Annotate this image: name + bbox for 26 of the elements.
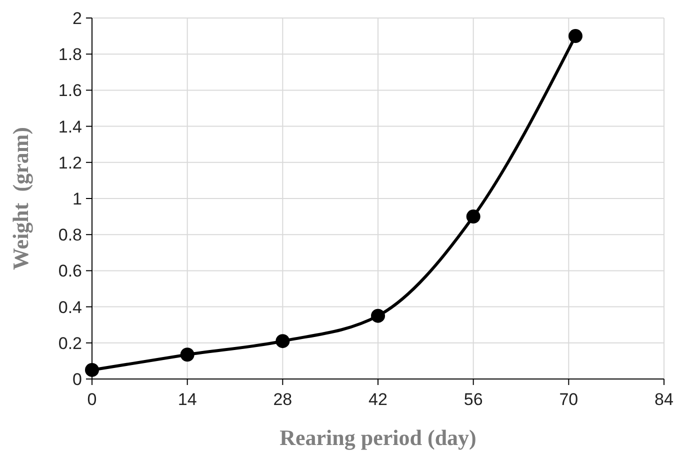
x-tick-label: 70 — [559, 390, 578, 409]
y-axis-title: Weight (gram) — [8, 127, 33, 270]
y-tick-label: 1.6 — [58, 81, 82, 100]
y-tick-label: 1.4 — [58, 117, 82, 136]
x-tick-label: 28 — [273, 390, 292, 409]
y-tick-label: 1.8 — [58, 45, 82, 64]
y-tick-label: 0.6 — [58, 262, 82, 281]
y-tick-label: 1 — [72, 189, 82, 208]
point — [466, 210, 480, 224]
x-tick-label: 42 — [368, 390, 388, 409]
point — [568, 29, 582, 44]
point — [180, 348, 194, 362]
y-tick-label: 0 — [72, 370, 82, 389]
y-tick-label: 1.2 — [58, 153, 82, 172]
y-tick-label: 2 — [72, 8, 82, 28]
x-tick-label: 56 — [464, 390, 483, 409]
x-tick-label: 14 — [178, 390, 197, 409]
x-tick-label: 84 — [654, 390, 674, 409]
y-tick-label: 0.2 — [58, 334, 82, 353]
y-tick-label: 0.4 — [58, 298, 82, 317]
point — [276, 334, 290, 348]
point — [371, 308, 385, 323]
y-tick-label: 0.8 — [58, 226, 82, 245]
x-tick-label: 0 — [87, 390, 97, 409]
x-axis-title: Rearing period (day) — [280, 425, 476, 450]
point — [85, 362, 99, 377]
